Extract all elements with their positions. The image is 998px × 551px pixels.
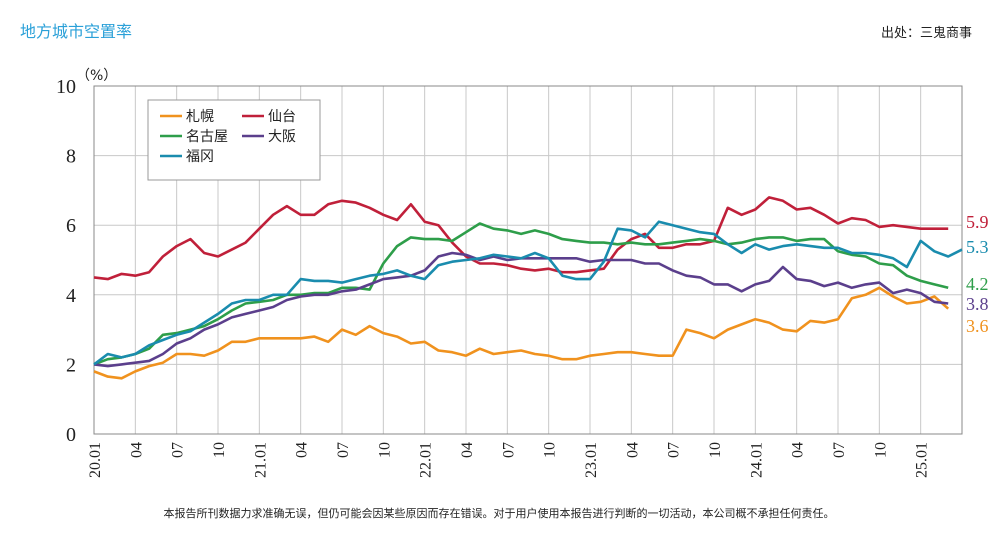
source-label: 出处：三鬼商事 (880, 26, 972, 41)
series-lines (93, 196, 963, 380)
legend-box (147, 99, 321, 181)
series-end-label: 5.9 (966, 212, 989, 232)
x-tick-label: 23.01 (583, 442, 600, 478)
series-line (93, 220, 963, 366)
y-tick-label: 2 (66, 354, 76, 376)
legend-label: 仙台 (268, 109, 296, 125)
x-tick-label: 07 (500, 442, 517, 458)
plot-frame (93, 85, 963, 435)
y-tick-label: 0 (66, 424, 76, 446)
x-tick-label: 10 (872, 442, 889, 458)
chart-title: 地方城市空置率 (20, 22, 133, 41)
x-tick-label: 10 (707, 442, 724, 458)
end-labels: 3.6 5.9 4.23.8 5.3 (966, 212, 989, 336)
x-tick-label: 24.01 (748, 442, 765, 478)
x-tick-label: 10 (211, 442, 228, 458)
y-axis-unit: （%） (76, 68, 117, 84)
series-end-label: 3.6 (966, 316, 989, 336)
x-tick-label: 07 (170, 442, 187, 458)
x-tick-label: 21.01 (252, 442, 269, 478)
x-tick-label: 04 (294, 442, 311, 458)
series-line (93, 286, 950, 380)
legend-label: 大阪 (268, 129, 296, 145)
series-line (93, 222, 949, 366)
x-tick-label: 10 (376, 442, 393, 458)
x-tick-label: 07 (335, 442, 352, 458)
series-end-label: 5.3 (966, 237, 989, 257)
y-tick-label: 10 (56, 76, 76, 98)
series-line (93, 196, 949, 281)
x-tick-label: 04 (459, 442, 476, 458)
y-tick-label: 6 (66, 215, 76, 237)
x-tick-label: 10 (542, 442, 559, 458)
x-tick-label: 22.01 (418, 442, 435, 478)
x-tick-label: 07 (831, 442, 848, 458)
x-tick-label: 07 (666, 442, 683, 458)
y-tick-label: 4 (66, 285, 76, 307)
disclaimer-footnote: 本报告所刊数据力求准确无误，但仍可能会因某些原因而存在错误。对于用户使用本报告进… (163, 507, 835, 520)
x-tick-label: 04 (624, 442, 641, 458)
series-end-label: 3.8 (966, 294, 989, 314)
legend-label: 福冈 (186, 149, 214, 165)
legend-label: 札幌 (186, 109, 214, 125)
y-tick-label: 8 (66, 146, 76, 168)
x-tick-label: 20.01 (87, 442, 104, 478)
series-end-label: 4.2 (966, 274, 989, 294)
x-tick-label: 04 (790, 442, 807, 458)
x-tick-label: 25.01 (914, 442, 931, 478)
legend-label: 名古屋 (186, 129, 228, 145)
x-tick-label: 04 (128, 442, 145, 458)
